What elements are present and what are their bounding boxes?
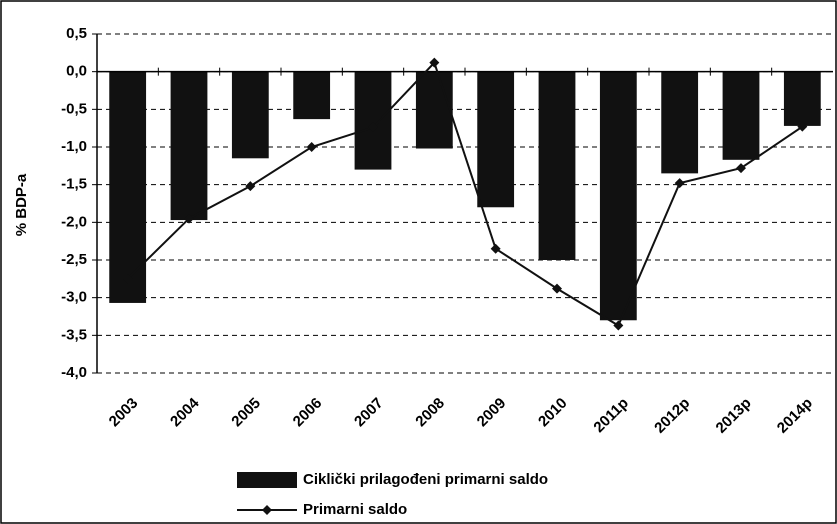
marker bbox=[490, 243, 501, 254]
marker bbox=[552, 283, 562, 294]
y-tick-label: -2,0 bbox=[61, 213, 87, 230]
marker bbox=[306, 142, 317, 152]
bar bbox=[722, 71, 760, 160]
bar bbox=[293, 71, 331, 120]
bar bbox=[354, 71, 392, 170]
y-tick-label: -1,5 bbox=[61, 176, 87, 193]
legend-label: Primarni saldo bbox=[303, 501, 407, 518]
marker bbox=[368, 122, 378, 133]
bar bbox=[783, 71, 821, 126]
legend-marker bbox=[262, 505, 272, 515]
y-tick-label: -2,5 bbox=[61, 251, 87, 268]
marker bbox=[797, 121, 808, 132]
marker bbox=[245, 181, 256, 192]
bar bbox=[170, 71, 208, 221]
y-tick-label: -3,0 bbox=[61, 289, 87, 306]
bar bbox=[538, 71, 576, 261]
y-tick-label: 0,0 bbox=[66, 63, 87, 80]
marker bbox=[429, 57, 440, 68]
y-axis-label: % BDP-a bbox=[13, 173, 30, 236]
legend-swatch bbox=[237, 472, 297, 488]
y-tick-label: 0,5 bbox=[66, 25, 87, 42]
y-tick-label: -0,5 bbox=[61, 100, 87, 117]
line bbox=[126, 60, 803, 327]
marker bbox=[613, 320, 624, 331]
bar bbox=[661, 71, 699, 174]
bar bbox=[109, 71, 147, 303]
marker bbox=[674, 178, 685, 189]
y-tick-label: -1,0 bbox=[61, 138, 87, 155]
marker bbox=[736, 163, 746, 174]
legend-label: Ciklički prilagođeni primarni saldo bbox=[303, 471, 548, 488]
marker bbox=[122, 273, 133, 284]
bar bbox=[477, 71, 515, 208]
marker bbox=[184, 213, 194, 224]
y-tick-label: -3,5 bbox=[61, 326, 87, 343]
bar bbox=[415, 71, 453, 149]
y-tick-label: -4,0 bbox=[61, 364, 87, 381]
bar bbox=[599, 71, 637, 321]
bar bbox=[231, 71, 269, 159]
